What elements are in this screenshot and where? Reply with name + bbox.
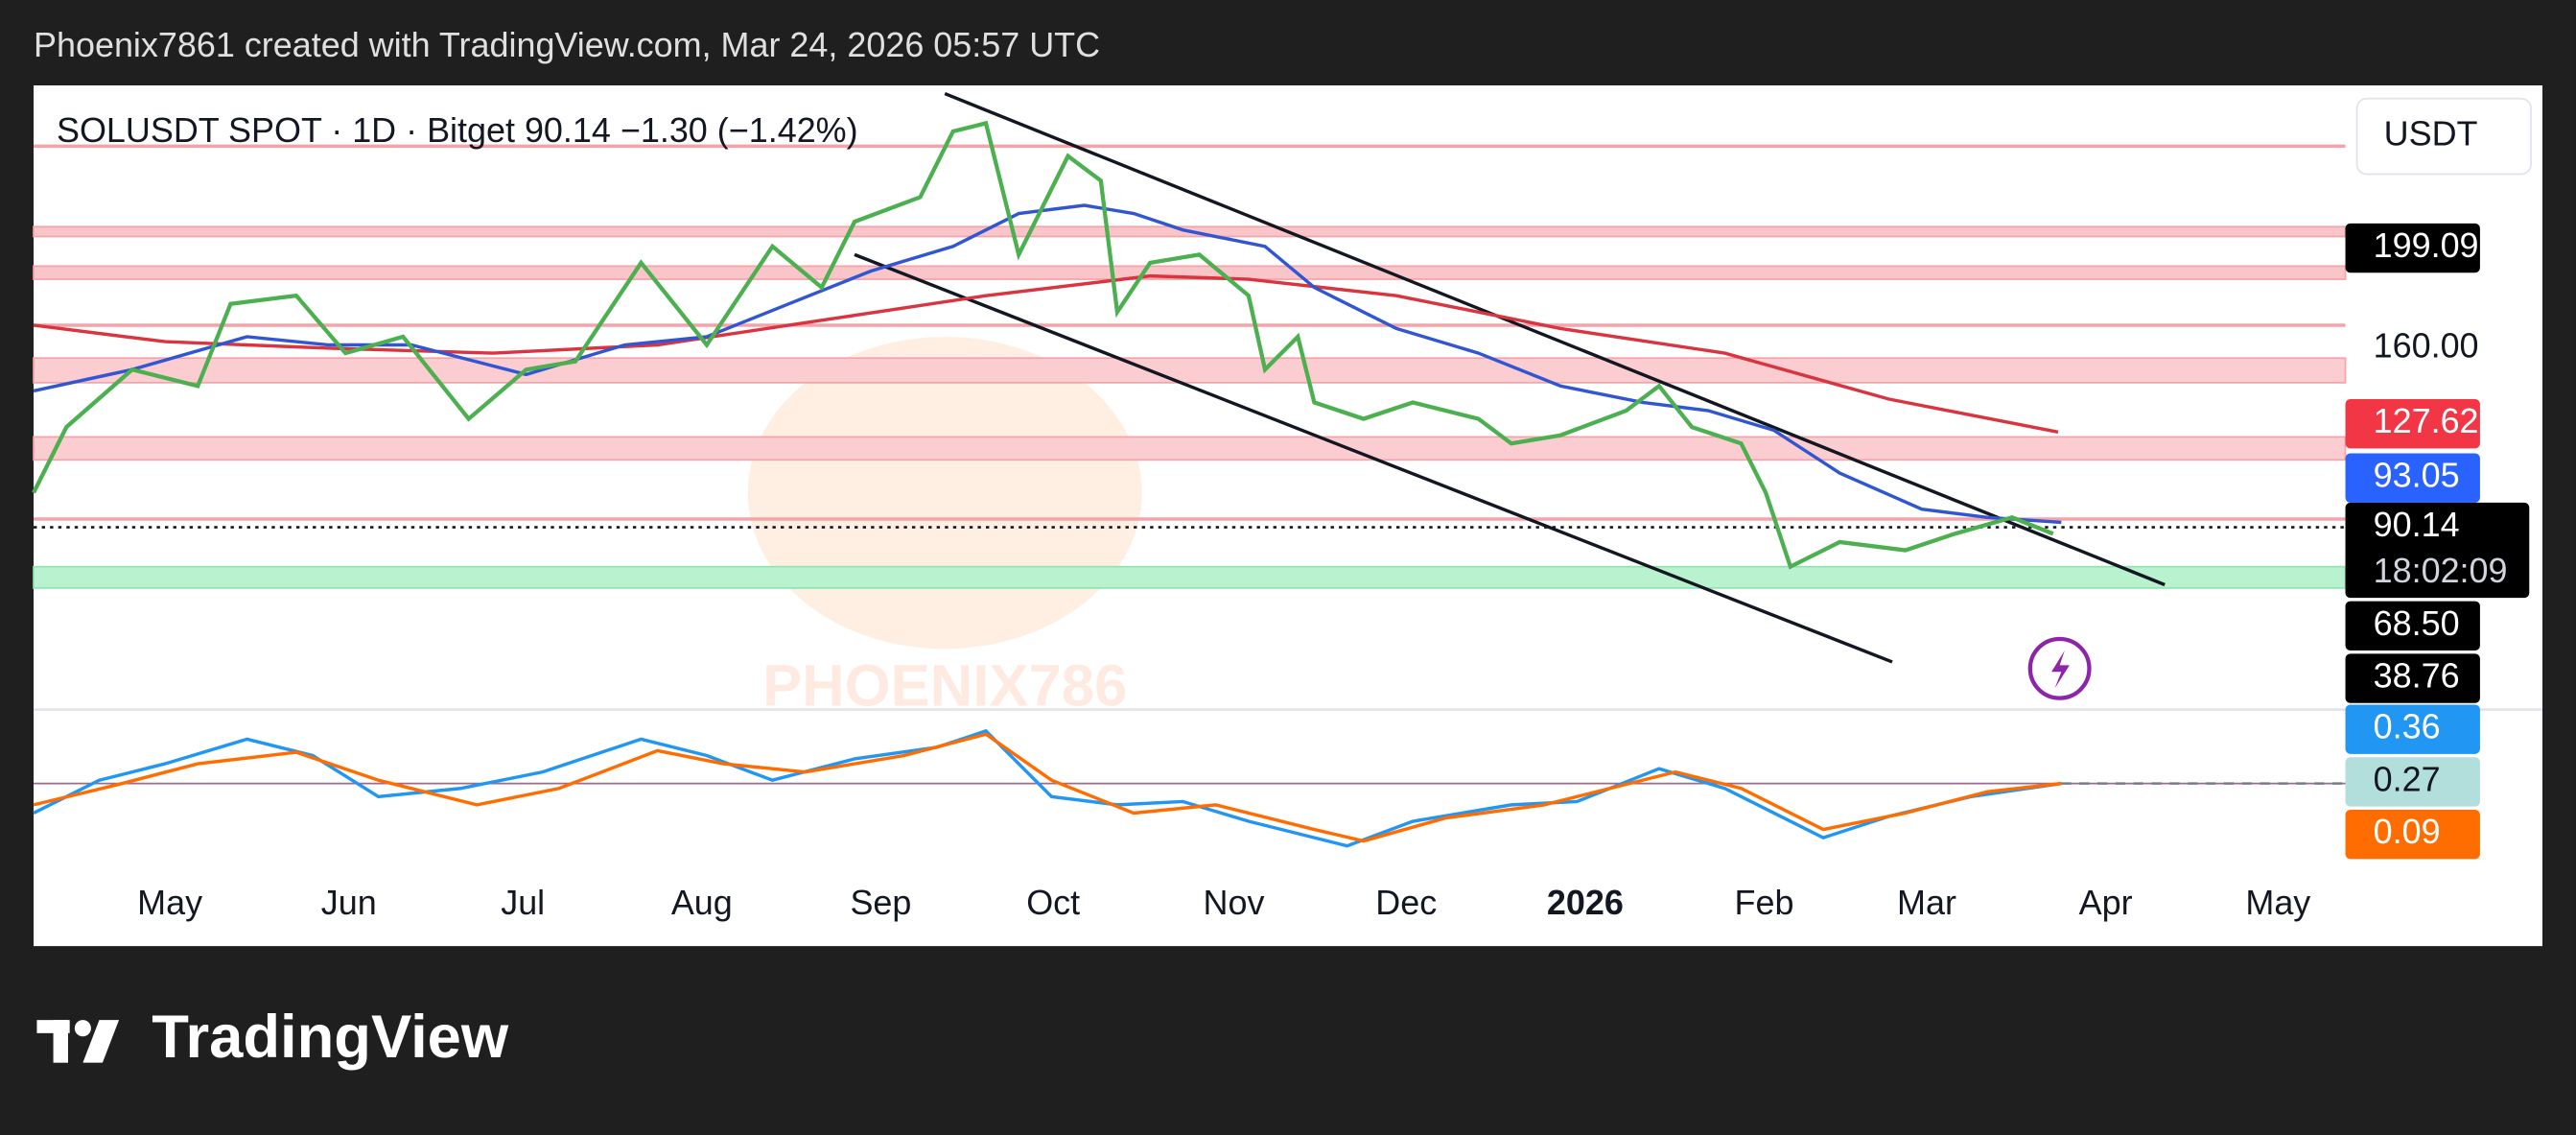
macd-line <box>33 728 2062 848</box>
price-label: 160.00 <box>2374 325 2479 365</box>
currency: USDT <box>2384 114 2478 154</box>
price-label-bg <box>2345 653 2480 703</box>
price-label: 38.76 <box>2374 656 2460 696</box>
price-label-bg <box>2345 810 2480 860</box>
price-label-bg <box>2345 757 2480 807</box>
price-label-bg <box>2345 453 2480 503</box>
price-label-bg <box>2345 601 2480 650</box>
attribution: Phoenix7861 created with TradingView.com… <box>34 25 1100 64</box>
price-label: 0.09 <box>2374 812 2441 851</box>
time-label: Dec <box>1375 883 1437 922</box>
price-label: 18:02:09 <box>2374 551 2508 590</box>
time-label: Sep <box>850 883 911 922</box>
time-label: Nov <box>1204 883 1265 922</box>
time-label: Jun <box>321 883 377 922</box>
ma-blue <box>33 203 2062 525</box>
price-label-bg <box>2345 223 2480 273</box>
price-axis: 199.09 160.00 127.62 93.05 90.14 18:02:09 68.5… <box>2345 223 2530 860</box>
price-label-bg <box>2345 704 2480 754</box>
price-label: 127.62 <box>2374 401 2479 440</box>
time-label: Mar <box>1897 883 1956 922</box>
symbol-line: SOLUSDT SPOT · 1D · Bitget 90.14 −1.30 (… <box>57 110 858 150</box>
time-label: Jul <box>501 883 545 922</box>
time-label: Feb <box>1735 883 1794 922</box>
price-label: 68.50 <box>2374 603 2460 643</box>
price-label-bg <box>2345 399 2480 449</box>
currency-button[interactable] <box>2355 97 2532 176</box>
signal-line <box>33 732 2062 843</box>
alert-bolt <box>2051 650 2070 689</box>
time-label: May <box>137 883 202 922</box>
brand: TradingView <box>152 1004 509 1071</box>
price-label: 199.09 <box>2374 225 2479 265</box>
time-axis: May Jun Jul Aug Sep Oct Nov Dec 2026 Feb Mar Apr May <box>137 883 2310 922</box>
price-label: 0.36 <box>2374 707 2441 746</box>
time-label: Apr <box>2079 883 2133 922</box>
price-label: 90.14 <box>2374 505 2460 544</box>
time-label: May <box>2245 883 2310 922</box>
alert-icon[interactable] <box>2027 636 2092 700</box>
time-label: Aug <box>671 883 733 922</box>
tv-logo <box>36 1020 120 1063</box>
price-label: 93.05 <box>2374 456 2460 495</box>
time-label: 2026 <box>1547 883 1624 922</box>
chart-panel <box>34 85 2542 947</box>
channel-upper <box>944 91 2166 587</box>
time-label: Oct <box>1026 883 1080 922</box>
price-line <box>32 120 2054 570</box>
price-label: 0.27 <box>2374 759 2441 798</box>
watermark-text: PHOENIX786 <box>762 652 1127 719</box>
price-label-bg <box>2345 502 2530 599</box>
channel-lower <box>854 252 1893 664</box>
